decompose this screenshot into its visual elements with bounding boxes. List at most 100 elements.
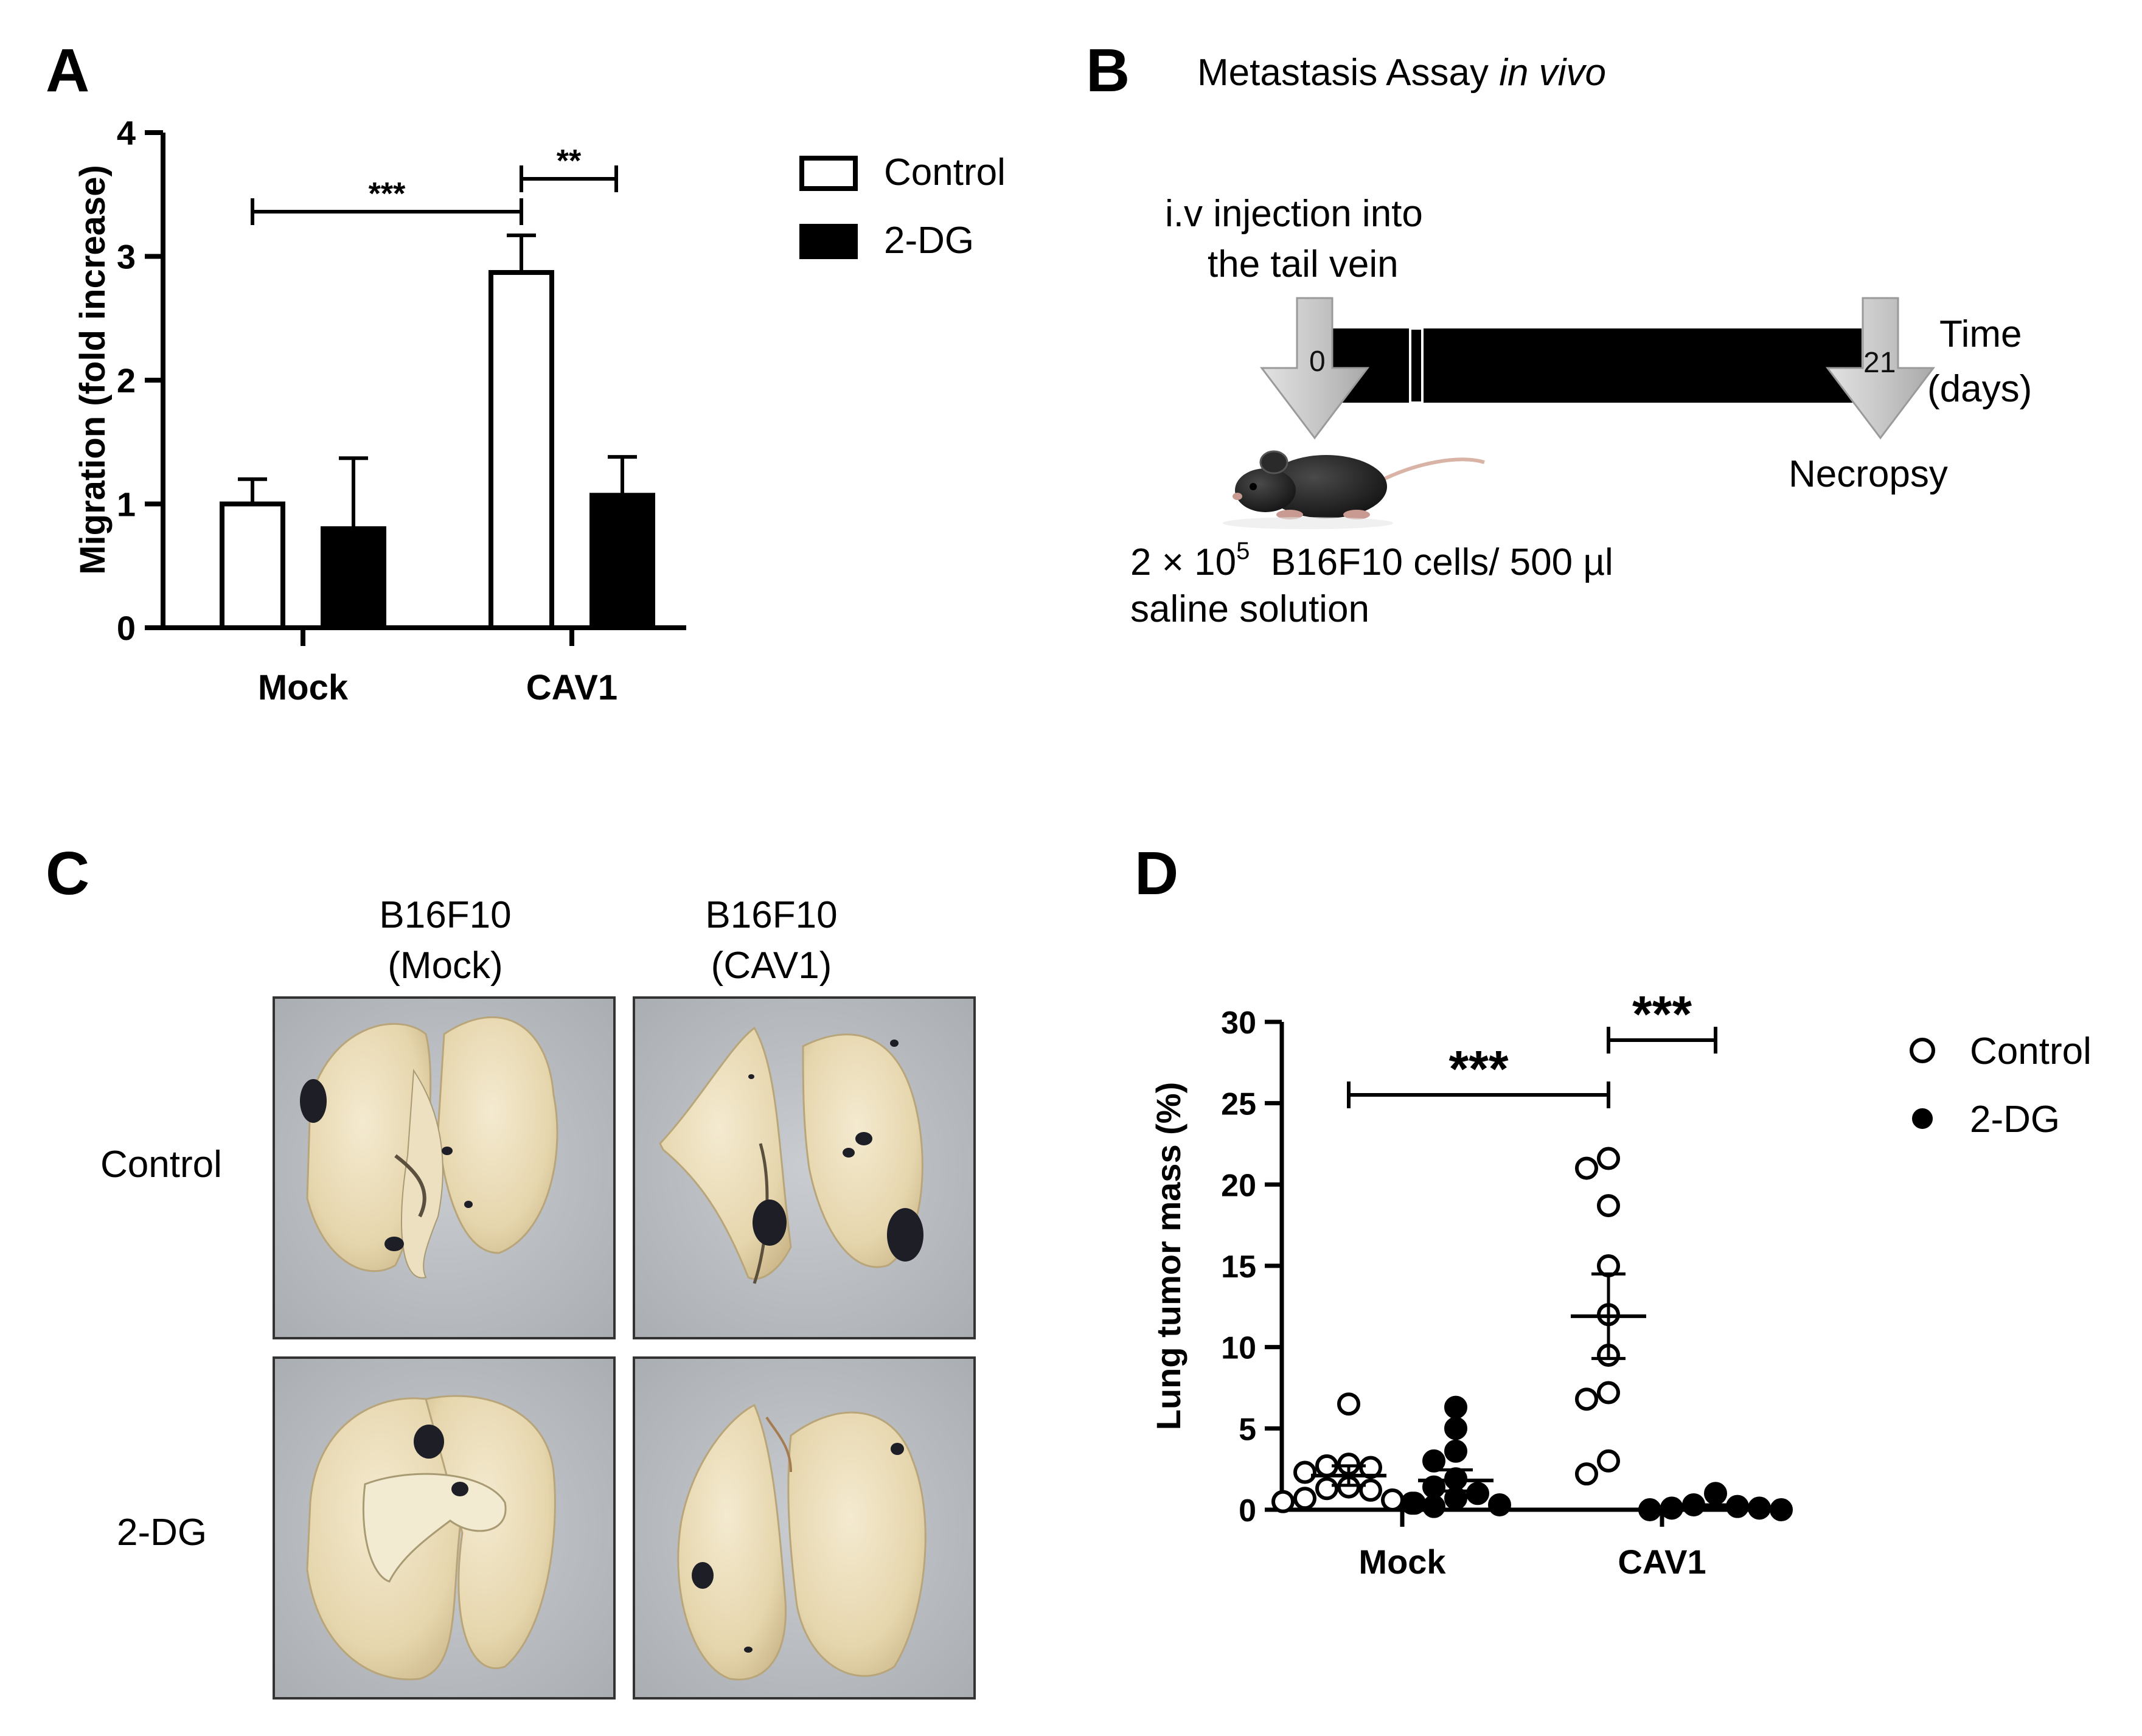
panel-d-point-cav1-control xyxy=(1597,1381,1620,1404)
timeline-bar xyxy=(1314,328,1862,403)
panel-a-y-tick-label: 0 xyxy=(117,609,136,647)
panel-a-legend-swatch-control xyxy=(799,156,858,191)
panel-d-point-cav1-2-dg xyxy=(1704,1482,1727,1505)
panel-d-significance-bracket-1 xyxy=(1347,1082,1610,1108)
panel-d-y-tick-label: 25 xyxy=(1221,1087,1256,1122)
panel-a-bar-chart: Migration (fold increase) 0 1 2 3 4 Mock CAV1 *… xyxy=(73,114,1006,707)
panel-d-scatter-chart: Lung tumor mass (%) 0 5 10 15 20 25 30 Mock CAV1… xyxy=(1149,985,2092,1581)
panel-d-point-cav1-control xyxy=(1597,1194,1620,1218)
panel-d-point-cav1-control xyxy=(1597,1147,1620,1170)
panel-d-y-tick-label: 15 xyxy=(1221,1249,1256,1285)
panel-d-x-tick-label-mock: Mock xyxy=(1358,1543,1446,1581)
panel-letter-a: A xyxy=(46,36,89,105)
panel-d-point-mock-control xyxy=(1381,1488,1404,1512)
panel-a-x-tick-label-mock: Mock xyxy=(258,668,349,707)
panel-a-y-tick-label: 1 xyxy=(117,485,136,524)
panel-d-point-cav1-control xyxy=(1575,1156,1598,1180)
panel-d-point-mock-2-dg xyxy=(1400,1491,1424,1515)
panel-a-legend-label-2-dg: 2-DG xyxy=(884,220,974,262)
panel-c-lung-photos: B16F10 (Mock) B16F10 (CAV1) Control 2-DG xyxy=(100,894,976,1700)
timeline-end-day: 21 xyxy=(1863,347,1896,379)
panel-d-point-cav1-2-dg xyxy=(1638,1498,1661,1521)
panel-a-bar-mock-control xyxy=(220,501,285,630)
cells-line1: 2 × 105 B16F10 cells/ 500 µl xyxy=(1130,538,1613,583)
panel-d-significance-label-2: *** xyxy=(1632,985,1692,1043)
panel-d-point-cav1-control xyxy=(1597,1449,1620,1473)
mouse-icon xyxy=(1223,450,1485,529)
injection-label-line1: i.v injection into xyxy=(1165,193,1423,235)
panel-d-legend-label-2-dg: 2-DG xyxy=(1970,1099,2060,1141)
cells-exponent: 5 xyxy=(1236,538,1250,564)
panel-a-legend-swatch-2-dg xyxy=(799,224,858,259)
timeline-start-day: 0 xyxy=(1309,345,1326,378)
panel-a-x-tick-label-cav1: CAV1 xyxy=(526,668,617,707)
panel-a-bar-cav1-control xyxy=(489,269,554,630)
injection-label-line2: the tail vein xyxy=(1208,243,1399,285)
panel-a-significance-label-2: ** xyxy=(557,144,582,179)
panel-d-point-mock-control xyxy=(1337,1392,1360,1416)
panel-d-legend-marker-control xyxy=(1910,1038,1935,1063)
panel-a-legend-label-control: Control xyxy=(884,151,1006,193)
row2-label: 2-DG xyxy=(117,1512,207,1554)
timeline-break xyxy=(1409,327,1424,404)
panel-a-significance-bracket-2 xyxy=(520,165,618,192)
panel-d-point-mock-control xyxy=(1271,1490,1295,1513)
panel-d-point-mock-2-dg xyxy=(1444,1417,1467,1440)
panel-a-y-axis-label: Migration (fold increase) xyxy=(73,165,113,575)
panel-b-timeline-diagram: Metastasis Assay in vivo i.v injection i… xyxy=(1130,52,2032,630)
panel-d-point-mock-2-dg xyxy=(1444,1395,1467,1419)
panel-a-y-tick-label: 2 xyxy=(117,361,136,400)
start-arrow-icon xyxy=(1259,297,1370,440)
panel-d-legend-marker-2-dg xyxy=(1912,1108,1933,1129)
end-arrow-icon xyxy=(1825,297,1936,440)
col1-header-line2: (Mock) xyxy=(388,945,502,987)
panel-d-y-tick-label: 5 xyxy=(1239,1412,1256,1447)
panel-d-point-cav1-control xyxy=(1575,1462,1598,1486)
panel-d-x-tick-label-cav1: CAV1 xyxy=(1618,1543,1706,1581)
panel-b-title: Metastasis Assay in vivo xyxy=(1197,52,1606,94)
panel-a-significance-bracket-1 xyxy=(251,198,523,225)
panel-b-title-italic: in vivo xyxy=(1499,52,1606,94)
row1-label: Control xyxy=(100,1144,222,1186)
lung-photo-mock-control xyxy=(273,996,616,1339)
panel-d-point-mock-control xyxy=(1293,1487,1316,1510)
cells-prefix: 2 × 10 xyxy=(1130,541,1236,583)
panel-d-y-tick-label: 30 xyxy=(1221,1005,1256,1041)
panel-d-point-mock-2-dg xyxy=(1422,1449,1445,1473)
panel-d-significance-label-1: *** xyxy=(1448,1040,1508,1097)
col2-header-line1: B16F10 xyxy=(705,894,837,936)
panel-d-point-mock-control xyxy=(1315,1477,1338,1501)
col2-header-line2: (CAV1) xyxy=(711,945,832,987)
lung-photo-mock-2dg xyxy=(273,1356,616,1700)
necropsy-label: Necropsy xyxy=(1789,453,1948,495)
panel-d-point-cav1-control xyxy=(1575,1387,1598,1411)
cells-suffix: B16F10 cells/ 500 µl xyxy=(1250,541,1613,583)
panel-d-y-tick-label: 0 xyxy=(1239,1493,1256,1529)
panel-d-point-mock-control xyxy=(1293,1460,1316,1484)
time-label-line1: Time xyxy=(1939,313,2022,355)
panel-b-title-text: Metastasis Assay xyxy=(1197,52,1499,94)
panel-d-point-mock-2-dg xyxy=(1466,1482,1489,1505)
panel-d-legend-label-control: Control xyxy=(1970,1030,2092,1072)
lung-photo-cav1-2dg xyxy=(633,1356,976,1700)
panel-d-point-mock-2-dg xyxy=(1444,1439,1467,1463)
panel-letter-c: C xyxy=(46,839,89,908)
panel-a-significance-label-1: *** xyxy=(369,176,406,212)
panel-a-bar-cav1-2-dg xyxy=(589,493,655,630)
panel-d-point-mock-control xyxy=(1359,1478,1382,1502)
panel-d-significance-bracket-2 xyxy=(1607,1027,1717,1054)
panel-d-y-tick-label: 10 xyxy=(1221,1331,1256,1366)
panel-d-y-axis-label: Lung tumor mass (%) xyxy=(1149,1082,1187,1430)
panel-a-bar-mock-2-dg xyxy=(321,526,386,631)
panel-a-y-tick-label: 3 xyxy=(117,238,136,276)
panel-d-point-cav1-2-dg xyxy=(1770,1498,1793,1521)
panel-d-y-tick-label: 20 xyxy=(1221,1168,1256,1203)
panel-a-y-tick-label: 4 xyxy=(117,114,136,152)
time-label-line2: (days) xyxy=(1927,368,2032,410)
panel-letter-b: B xyxy=(1086,36,1130,105)
lung-photo-cav1-control xyxy=(633,996,976,1339)
panel-d-point-mock-2-dg xyxy=(1422,1495,1445,1518)
col1-header-line1: B16F10 xyxy=(379,894,511,936)
panel-d-point-mock-2-dg xyxy=(1488,1493,1511,1516)
